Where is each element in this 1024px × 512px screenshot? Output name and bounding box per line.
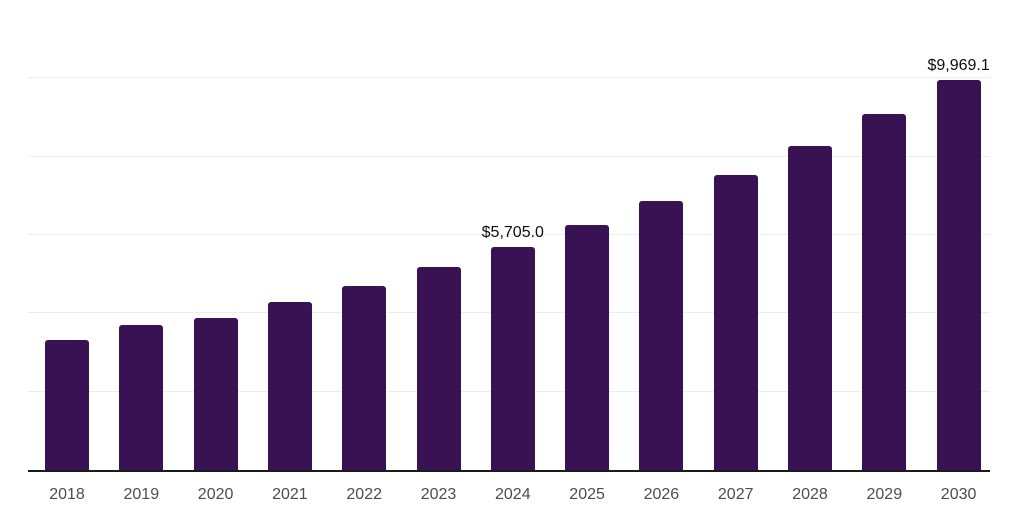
x-tick-2025: 2025 <box>569 486 605 503</box>
x-tick-2018: 2018 <box>49 486 85 503</box>
x-tick-2021: 2021 <box>272 486 308 503</box>
gridline-6000 <box>28 234 990 235</box>
bar-2020 <box>193 318 238 470</box>
x-tick-2027: 2027 <box>717 486 754 503</box>
x-tick-2020: 2020 <box>197 486 234 503</box>
bar-2022 <box>342 285 387 470</box>
x-tick-2024: 2024 <box>495 486 531 503</box>
x-tick-2023: 2023 <box>420 486 457 503</box>
x-tick-2029: 2029 <box>866 486 903 503</box>
x-tick-2019: 2019 <box>123 486 160 503</box>
bars: $5,705.0 $9,969.1 <box>28 0 990 470</box>
data-label-2030: $9,969.1 <box>927 56 990 74</box>
bar-2021 <box>267 302 312 470</box>
gridline-8000 <box>28 155 990 157</box>
bar-2028 <box>788 145 832 470</box>
bar-2025 <box>565 224 610 470</box>
bar-2024 <box>490 246 535 470</box>
bar-2018 <box>45 339 89 470</box>
bar-2030 <box>936 79 981 470</box>
x-tick-2022: 2022 <box>346 486 382 503</box>
data-label-2024: $5,705.0 <box>481 223 544 241</box>
x-tick-2026: 2026 <box>643 486 680 503</box>
bar-2027 <box>713 174 758 470</box>
x-tick-2030: 2030 <box>940 486 977 503</box>
bar-2023 <box>416 267 461 470</box>
plot-area: $5,705.0 $9,969.1 <box>28 0 990 472</box>
x-tick-2028: 2028 <box>792 486 828 503</box>
bar-2029 <box>862 114 907 470</box>
bar-2026 <box>639 200 684 470</box>
bar-2019 <box>119 325 164 470</box>
gridline-10000 <box>28 77 990 79</box>
